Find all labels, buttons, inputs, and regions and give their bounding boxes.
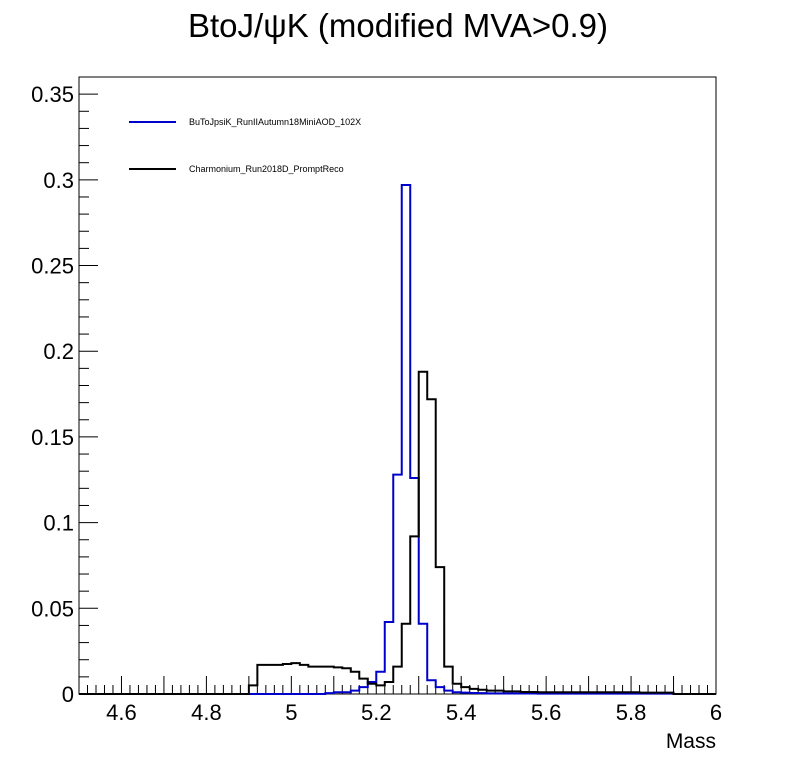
chart-title: BtoJ/ψK (modified MVA>0.9) <box>188 7 608 44</box>
y-tick-label: 0.25 <box>31 254 74 279</box>
y-tick-label: 0.3 <box>43 168 74 193</box>
x-tick-label: 5.4 <box>446 700 477 725</box>
x-tick-label: 5.2 <box>361 700 392 725</box>
x-tick-label: 5.8 <box>616 700 647 725</box>
y-tick-label: 0.35 <box>31 82 74 107</box>
series-mc-line <box>79 183 716 695</box>
y-tick-label: 0 <box>62 682 74 707</box>
y-tick-label: 0.2 <box>43 339 74 364</box>
y-tick-label: 0.05 <box>31 596 74 621</box>
x-axis-label: Mass <box>666 730 716 753</box>
legend-label: Charmonium_Run2018D_PromptReco <box>189 164 344 174</box>
legend-label: BuToJpsiK_RunIIAutumn18MiniAOD_102X <box>189 117 361 127</box>
x-tick-label: 4.8 <box>191 700 222 725</box>
series-layer <box>79 183 716 695</box>
series-data-line <box>79 370 716 695</box>
x-tick-label: 6 <box>710 700 722 725</box>
y-tick-label: 0.1 <box>43 511 74 536</box>
y-axis: 0 0.05 0.1 0.15 0.2 0.25 0.3 0.35 <box>31 76 98 707</box>
x-axis: 4.6 4.8 5 5.2 5.4 5.6 5.8 6 <box>78 676 722 725</box>
x-tick-label: 5 <box>285 700 297 725</box>
y-tick-label: 0.15 <box>31 425 74 450</box>
x-tick-label: 5.6 <box>531 700 562 725</box>
x-tick-label: 4.6 <box>106 700 137 725</box>
legend: BuToJpsiK_RunIIAutumn18MiniAOD_102X Charm… <box>129 117 361 174</box>
